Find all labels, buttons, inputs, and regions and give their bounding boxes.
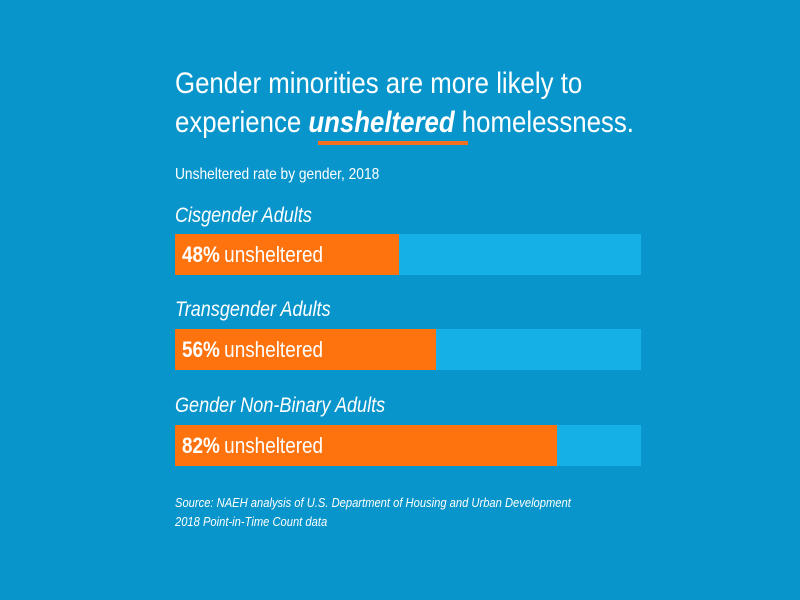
title-line-2: experience unsheltered homelessness.: [175, 103, 634, 142]
chart-title: Gender minorities are more likely to exp…: [175, 64, 634, 142]
value-label: 48%: [182, 242, 220, 267]
value-suffix: unsheltered: [224, 242, 324, 267]
title-underline: [318, 141, 468, 145]
category-label: Transgender Adults: [175, 298, 331, 321]
value-suffix: unsheltered: [224, 337, 324, 362]
bar-track: 82% unsheltered: [175, 425, 641, 466]
data-label: 56% unsheltered: [182, 337, 323, 363]
value-suffix: unsheltered: [224, 433, 324, 458]
title-emphasis: unsheltered: [308, 106, 455, 139]
source-line: 2018 Point-in-Time Count data: [175, 514, 328, 529]
bar-track: 48% unsheltered: [175, 234, 641, 275]
chart-subtitle: Unsheltered rate by gender, 2018: [175, 166, 380, 183]
bar-track: 56% unsheltered: [175, 329, 641, 370]
value-label: 56%: [182, 337, 220, 362]
source-note: Source: NAEH analysis of U.S. Department…: [175, 493, 571, 531]
title-text: homelessness.: [461, 106, 634, 139]
source-line: Source: NAEH analysis of U.S. Department…: [175, 495, 571, 510]
category-label: Gender Non-Binary Adults: [175, 394, 386, 417]
bar: [175, 329, 436, 370]
bar: [175, 425, 558, 466]
title-text: experience: [175, 106, 302, 139]
title-line-1: Gender minorities are more likely to: [175, 67, 583, 100]
data-label: 82% unsheltered: [182, 433, 323, 459]
category-label: Cisgender Adults: [175, 204, 312, 227]
bar: [175, 234, 399, 275]
value-label: 82%: [182, 433, 220, 458]
data-label: 48% unsheltered: [182, 242, 323, 268]
